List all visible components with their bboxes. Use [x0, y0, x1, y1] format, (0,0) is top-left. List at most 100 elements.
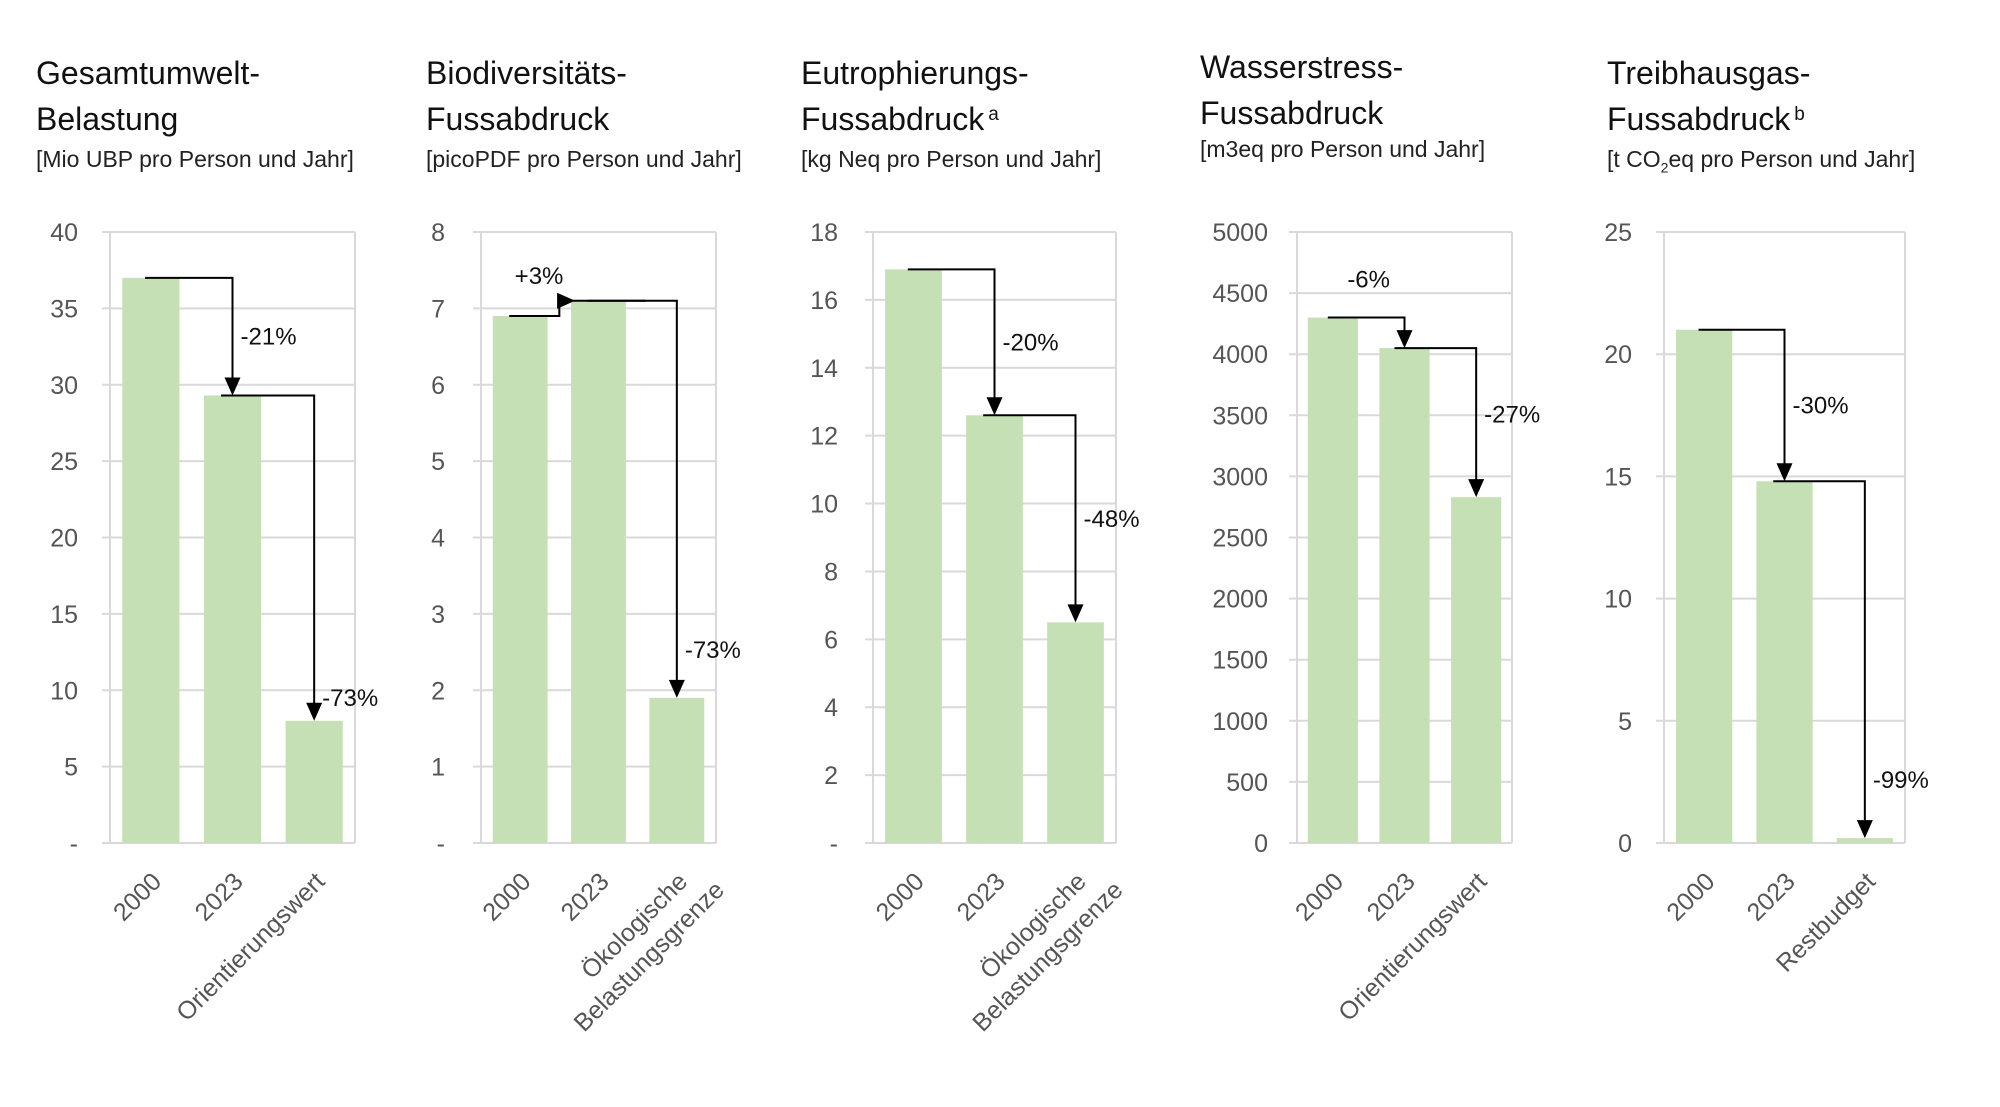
y-tick-label: 1: [431, 754, 445, 782]
y-tick-label: -: [830, 830, 838, 858]
change-arrow: [907, 268, 1003, 416]
change-label: -73%: [322, 685, 378, 712]
title-text: Belastung: [36, 101, 179, 137]
change-arrow: [1394, 347, 1485, 498]
unit-part: [t CO: [1607, 146, 1661, 172]
chart-unit-label: [picoPDF pro Person und Jahr]: [426, 146, 742, 172]
change-label: +3%: [515, 263, 564, 290]
x-category-label: ÖkologischeBelastungsgrenze: [945, 853, 1129, 1037]
x-category-label: ÖkologischeBelastungsgrenze: [546, 853, 730, 1037]
x-category-label: Orientierungswert: [171, 867, 330, 1026]
y-tick-label: 6: [824, 626, 838, 654]
chart-unit-label: [m3eq pro Person und Jahr]: [1200, 136, 1486, 162]
bar-2023: [966, 415, 1023, 843]
y-tick-label: 3500: [1212, 402, 1268, 430]
chart-unit-label: [kg Neq pro Person und Jahr]: [801, 146, 1102, 172]
bar-2000: [1307, 317, 1358, 843]
y-tick-label: -: [70, 830, 78, 858]
bar-2023: [571, 300, 626, 843]
bar-restbudget: [1836, 838, 1893, 843]
footnote-marker: b: [1794, 104, 1805, 125]
chart-title-line1: Gesamtumwelt-: [36, 55, 261, 91]
chart-title-line1: Wasserstress-: [1200, 49, 1404, 85]
bar-2000: [492, 316, 548, 843]
change-arrow: [1773, 480, 1873, 839]
y-tick-label: 1500: [1212, 647, 1268, 675]
change-arrow: [1698, 328, 1793, 482]
y-tick-label: 4: [431, 525, 445, 553]
chart-4-plot: 0 500 1000 1500 2000 2500 3000 3500 4000 4500 5000…: [1212, 219, 1540, 1027]
y-tick-label: 25: [1604, 219, 1632, 247]
footnote-marker: a: [988, 104, 999, 125]
change-arrow: [221, 394, 323, 721]
x-category-label: 2000: [108, 867, 167, 926]
y-tick-label: 5: [431, 448, 445, 476]
chart-title-line2: Fussabdruck: [1200, 90, 1383, 136]
y-tick-label: 30: [50, 372, 78, 400]
y-tick-label: 3000: [1212, 463, 1268, 491]
y-tick-label: 2500: [1212, 525, 1268, 553]
x-category-label: 2000: [477, 867, 536, 926]
bar-2000: [122, 277, 180, 843]
change-label: -20%: [1003, 329, 1059, 356]
y-tick-label: 25: [50, 448, 78, 476]
title-text: Fussabdruck: [1200, 95, 1384, 131]
x-category-label: 2000: [871, 867, 930, 926]
y-tick-label: 4000: [1212, 341, 1268, 369]
y-tick-label: 8: [824, 558, 838, 586]
title-text: Fussabdruck: [1607, 101, 1791, 137]
chart-title-line2: Fussabdruck b: [1607, 96, 1805, 142]
y-tick-label: 16: [810, 287, 838, 315]
chart-title-line2: Fussabdruck: [426, 96, 609, 142]
y-tick-label: -: [437, 830, 445, 858]
y-tick-label: 15: [50, 601, 78, 629]
y-tick-label: 500: [1226, 769, 1268, 797]
bar-orientierungswert: [285, 720, 343, 843]
bar-2023: [1379, 348, 1430, 843]
change-label: -99%: [1873, 767, 1929, 794]
y-tick-label: 12: [810, 423, 838, 451]
chart-unit-label: [t CO2eq pro Person und Jahr]: [1607, 146, 1915, 176]
x-category-label: 2023: [190, 867, 249, 926]
x-category-label: 2000: [1290, 867, 1349, 926]
y-tick-label: 1000: [1212, 708, 1268, 736]
y-tick-label: 0: [1254, 830, 1268, 858]
change-arrow: [1327, 316, 1413, 349]
y-tick-label: 10: [810, 491, 838, 519]
chart-2-plot: - 1 2 3 4 5 6 7 8 2000 2023ÖkologischeBelastungsgr…: [431, 219, 741, 1037]
y-tick-label: 2000: [1212, 586, 1268, 614]
y-tick-label: 3: [431, 601, 445, 629]
y-tick-label: 4: [824, 694, 838, 722]
bar--kologische-belastungsgrenze: [1047, 622, 1104, 843]
x-category-label: 2023: [1742, 867, 1801, 926]
title-text: Fussabdruck: [801, 101, 985, 137]
change-arrow: [145, 276, 241, 396]
y-tick-label: 5000: [1212, 219, 1268, 247]
y-tick-label: 0: [1618, 830, 1632, 858]
change-label: -6%: [1347, 267, 1390, 294]
unit-part: 2: [1660, 159, 1669, 176]
y-tick-label: 15: [1604, 463, 1632, 491]
y-tick-label: 20: [1604, 341, 1632, 369]
change-arrow: [587, 299, 685, 698]
bar--kologische-belastungsgrenze: [649, 697, 705, 843]
change-label: -48%: [1084, 506, 1140, 533]
title-text: Fussabdruck: [426, 101, 610, 137]
y-tick-label: 4500: [1212, 280, 1268, 308]
y-tick-label: 18: [810, 219, 838, 247]
bar-2023: [1756, 481, 1813, 843]
unit-part: eq pro Person und Jahr]: [1668, 146, 1916, 172]
y-tick-label: 20: [50, 525, 78, 553]
change-arrow: [983, 414, 1084, 623]
y-tick-label: 10: [50, 677, 78, 705]
bar-2000: [1676, 329, 1733, 843]
x-category-label: 2023: [1362, 867, 1421, 926]
y-tick-label: 5: [1618, 708, 1632, 736]
bar-2023: [203, 395, 262, 843]
y-tick-label: 40: [50, 219, 78, 247]
y-tick-label: 6: [431, 372, 445, 400]
bar-orientierungswert: [1451, 497, 1502, 843]
chart-3-plot: - 2 4 6 8 10 12 14 16 18 2000 2023ÖkologischeBelast…: [810, 219, 1139, 1037]
